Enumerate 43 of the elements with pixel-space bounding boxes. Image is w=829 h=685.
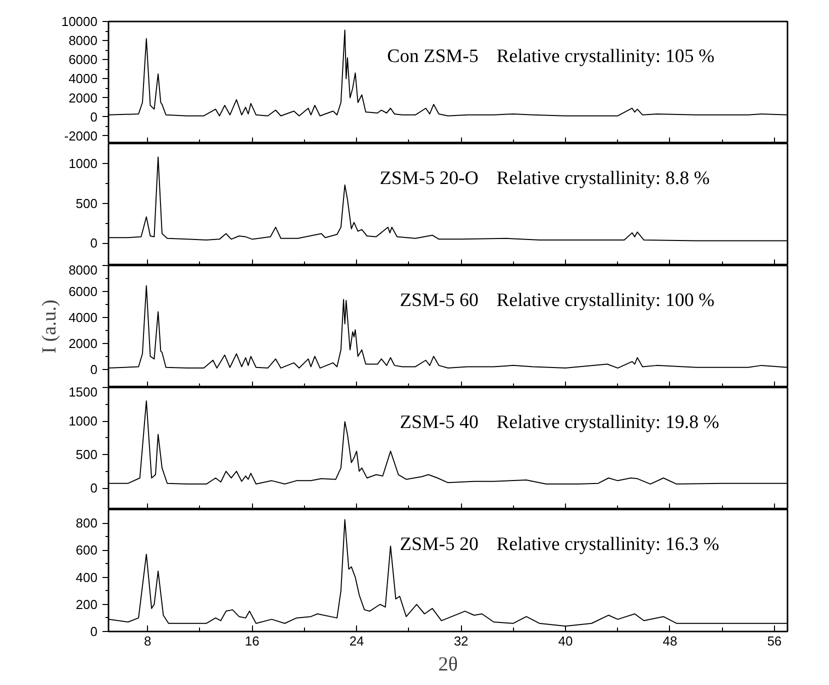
x-tick-label: 48 xyxy=(662,634,678,648)
y-tick-label: 200 xyxy=(76,596,98,612)
y-tick-label: 8000 xyxy=(68,33,98,48)
y-tick-label: 2000 xyxy=(68,90,98,106)
y-tick-label: 2000 xyxy=(68,336,98,351)
series-label: ZSM-5 20 xyxy=(400,534,479,555)
y-tick-label: 500 xyxy=(76,447,98,462)
y-tick-label: 0 xyxy=(90,362,98,377)
y-tick-label: 6000 xyxy=(68,52,98,68)
y-tick-label: 8000 xyxy=(68,262,98,278)
annotation: Relative crystallinity: 16.3 % xyxy=(496,534,720,555)
x-tick-label: 24 xyxy=(349,634,364,648)
x-tick-label: 8 xyxy=(144,634,152,648)
x-axis-title: 2θ xyxy=(438,654,458,676)
y-tick-label: 500 xyxy=(76,196,98,211)
y-tick-label: 0 xyxy=(90,480,98,496)
y-tick-label: 400 xyxy=(76,570,98,585)
x-tick-label: 32 xyxy=(454,634,468,648)
annotation: Relative crystallinity: 100 % xyxy=(496,290,715,311)
y-tick-label: 1500 xyxy=(68,384,98,400)
y-tick-label: -2000 xyxy=(64,128,98,144)
y-tick-label: 10000 xyxy=(61,14,98,29)
series-label: ZSM-5 20-O xyxy=(380,168,479,189)
series-label: Con ZSM-5 xyxy=(387,46,479,67)
y-tick-label: 4000 xyxy=(68,310,98,325)
y-tick-label: 6000 xyxy=(68,284,98,299)
x-tick-label: 40 xyxy=(558,634,573,648)
annotation: Relative crystallinity: 8.8 % xyxy=(496,168,710,189)
x-tick-label: 16 xyxy=(244,634,260,648)
y-tick-label: 600 xyxy=(76,542,98,558)
y-tick-label: 1000 xyxy=(68,156,98,171)
y-tick-label: 0 xyxy=(90,109,98,124)
series-label: ZSM-5 40 xyxy=(400,412,479,433)
y-tick-label: 0 xyxy=(90,624,98,639)
y-tick-label: 800 xyxy=(76,516,98,531)
y-axis-title: I (a.u.) xyxy=(38,300,61,354)
annotation: Relative crystallinity: 105 % xyxy=(496,46,715,67)
y-tick-label: 1000 xyxy=(68,414,98,429)
y-tick-label: 0 xyxy=(90,236,98,251)
annotation: Relative crystallinity: 19.8 % xyxy=(496,412,720,433)
y-tick-label: 4000 xyxy=(68,71,98,86)
x-tick-label: 56 xyxy=(767,634,782,648)
text: ZSM-5 60 xyxy=(400,290,479,311)
